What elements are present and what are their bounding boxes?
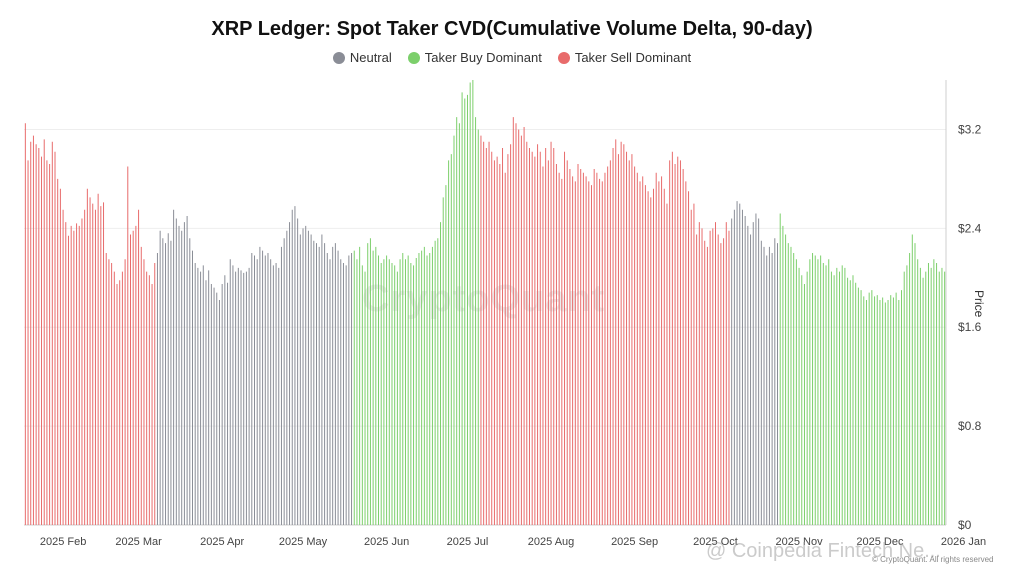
legend-label-taker-sell: Taker Sell Dominant	[574, 50, 692, 65]
x-tick-label: 2025 Nov	[776, 536, 824, 548]
legend-dot-buy-icon	[407, 51, 420, 64]
y-axis-label: Price	[972, 290, 986, 318]
legend-dot-neutral-icon	[332, 51, 345, 64]
legend-dot-sell-icon	[557, 51, 570, 64]
legend-item-taker-sell[interactable]: Taker Sell Dominant	[557, 50, 692, 65]
x-tick-label: 2025 Dec	[856, 536, 904, 548]
chart-title: XRP Ledger: Spot Taker CVD(Cumulative Vo…	[211, 18, 813, 40]
legend-label-taker-buy: Taker Buy Dominant	[424, 50, 542, 65]
x-tick-label: 2026 Jan	[941, 536, 986, 548]
legend-item-neutral[interactable]: Neutral	[332, 50, 392, 65]
x-tick-label: 2025 Feb	[40, 536, 86, 548]
x-tick-label: 2025 Sep	[611, 536, 658, 548]
y-tick-label: $0.8	[958, 419, 982, 433]
x-tick-label: 2025 Jul	[447, 536, 489, 548]
source-watermark: @ Coinpedia Fintech Ne...	[706, 540, 941, 562]
x-tick-label: 2025 May	[279, 536, 328, 548]
x-tick-label: 2025 Mar	[115, 536, 162, 548]
y-tick-label: $2.4	[958, 221, 982, 235]
legend-item-taker-buy[interactable]: Taker Buy Dominant	[407, 50, 542, 65]
x-tick-label: 2025 Aug	[528, 536, 575, 548]
x-tick-label: 2025 Oct	[693, 536, 738, 548]
legend: Neutral Taker Buy Dominant Taker Sell Do…	[0, 50, 1024, 65]
x-tick-label: 2025 Jun	[364, 536, 409, 548]
copyright-text: © CryptoQuant. All rights reserved	[872, 555, 994, 564]
y-tick-label: $0	[958, 518, 972, 532]
legend-label-neutral: Neutral	[349, 50, 392, 65]
y-tick-label: $1.6	[958, 320, 982, 334]
x-tick-label: 2025 Apr	[200, 536, 244, 548]
y-tick-label: $3.2	[958, 122, 982, 136]
